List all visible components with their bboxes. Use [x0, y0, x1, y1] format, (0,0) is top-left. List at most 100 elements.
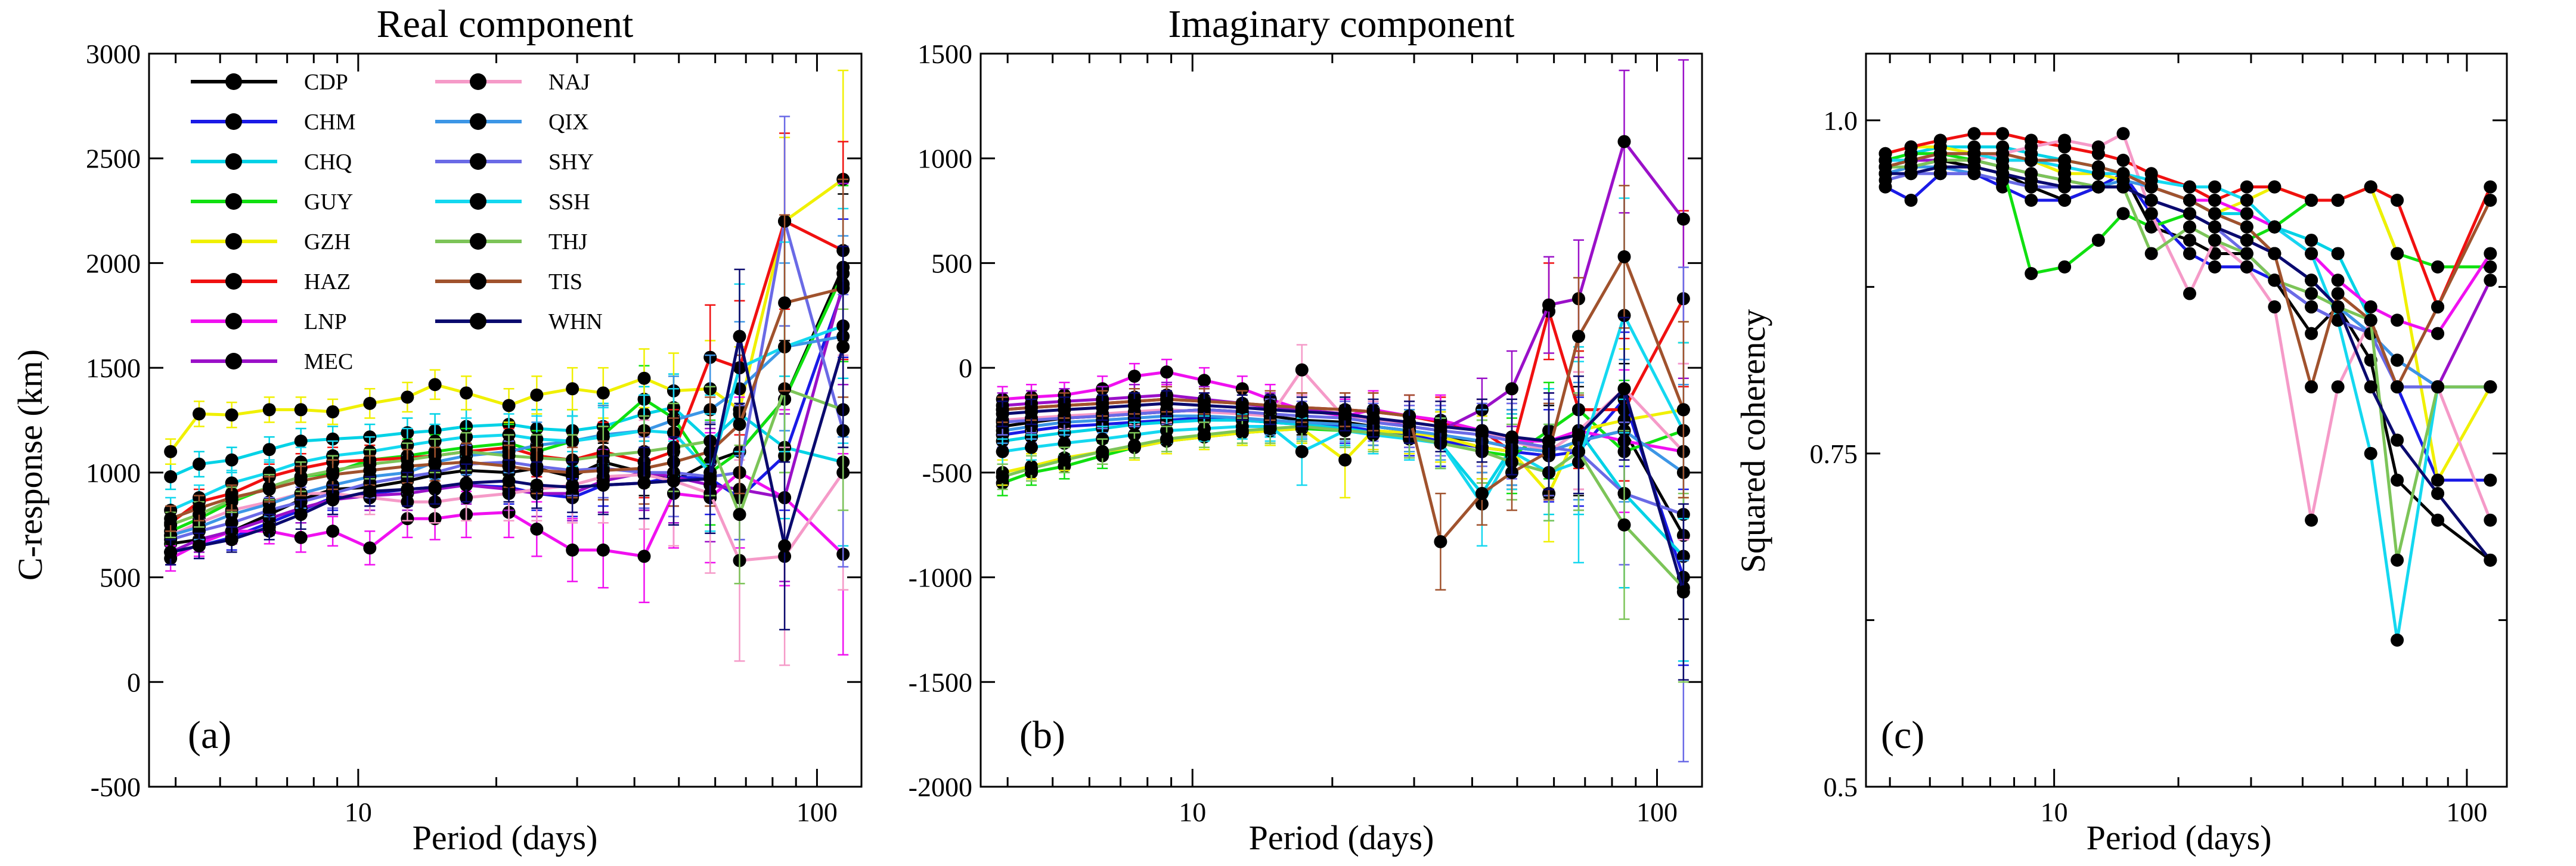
data-point-thj	[2305, 287, 2318, 300]
data-point-tis	[2240, 220, 2253, 234]
data-point-thj	[1127, 439, 1141, 452]
data-point-whn	[1295, 405, 1309, 418]
data-point-thj	[1617, 518, 1631, 532]
data-point-gzh	[596, 386, 610, 400]
data-point-naj	[2240, 260, 2253, 274]
data-point-lnp	[1197, 374, 1211, 387]
data-point-whn	[2183, 207, 2196, 221]
legend-marker-qix	[470, 113, 486, 130]
data-point-cdp	[2391, 473, 2404, 487]
y-tick-label-a: 3000	[86, 39, 141, 69]
y-tick-label-c: 0.5	[1824, 772, 1858, 802]
data-point-naj	[2183, 287, 2196, 300]
data-point-gzh	[192, 407, 206, 421]
data-point-chq	[2331, 247, 2345, 260]
data-point-tis	[2144, 180, 2158, 194]
data-point-whn	[530, 478, 544, 492]
data-point-whn	[460, 476, 473, 490]
data-point-mec	[1676, 212, 1690, 226]
data-point-whn	[2484, 553, 2497, 567]
data-point-whn	[1967, 160, 1981, 174]
data-point-whn	[2305, 274, 2318, 287]
data-point-whn	[1403, 415, 1416, 429]
data-point-whn	[2144, 194, 2158, 207]
data-point-lnp	[637, 550, 651, 563]
data-point-chq	[262, 443, 276, 457]
data-point-ssh	[262, 465, 276, 479]
data-point-whn	[1197, 399, 1211, 412]
data-point-whn	[1096, 401, 1109, 414]
data-point-whn	[1263, 403, 1277, 417]
data-point-whn	[1338, 407, 1352, 421]
data-point-haz	[2116, 153, 2130, 167]
panel-imaginary-component: Imaginary component Period (days) 10 100 -…	[909, 2, 1703, 857]
data-point-lnp	[1160, 365, 1174, 379]
data-point-whn	[2025, 173, 2038, 187]
data-point-whn	[2116, 180, 2130, 194]
legend-label-haz: HAZ	[304, 269, 351, 294]
data-point-ssh	[2391, 634, 2404, 647]
legend-marker-chq	[225, 153, 242, 170]
data-point-lnp	[2240, 207, 2253, 221]
x-tick-label-b: 10	[1179, 797, 1206, 827]
data-point-whn	[2391, 433, 2404, 447]
data-point-gzh	[363, 396, 377, 410]
data-point-gzh	[326, 405, 340, 418]
data-point-lnp	[1127, 370, 1141, 383]
data-point-guy	[2091, 234, 2105, 247]
data-point-thj	[2240, 247, 2253, 260]
data-point-shy	[192, 524, 206, 538]
data-point-chm	[2058, 194, 2072, 207]
data-point-whn	[733, 330, 746, 343]
xlabel-period-a: Period (days)	[413, 818, 598, 857]
x-tick-label-b: 100	[1636, 797, 1678, 827]
data-point-qix	[2391, 353, 2404, 367]
data-point-lnp	[363, 541, 377, 555]
data-point-whn	[192, 539, 206, 552]
data-point-chq	[294, 434, 308, 448]
data-point-tis	[1996, 147, 2010, 160]
data-point-thj	[1263, 422, 1277, 436]
y-tick-label-c: 0.75	[1810, 439, 1858, 469]
data-point-naj	[1295, 363, 1309, 377]
data-point-guy	[2025, 267, 2038, 280]
ylabel-squared-coherency: Squared coherency	[1734, 309, 1772, 573]
data-point-chq	[225, 453, 238, 467]
data-point-thj	[2431, 380, 2445, 394]
data-point-chm	[2025, 194, 2038, 207]
data-point-whn	[703, 472, 717, 486]
data-point-ssh	[2240, 194, 2253, 207]
data-point-haz	[2484, 180, 2497, 194]
data-point-whn	[596, 478, 610, 492]
xlabel-period-b: Period (days)	[1249, 818, 1434, 857]
data-point-tis	[1933, 147, 1947, 160]
y-tick-label-c: 1.0	[1824, 105, 1858, 136]
legend-marker-mec	[225, 353, 242, 370]
data-point-whn	[502, 474, 516, 488]
data-point-tis	[401, 460, 414, 473]
data-point-whn	[2268, 247, 2281, 260]
data-point-shy	[262, 504, 276, 517]
data-point-chq	[2305, 234, 2318, 247]
data-point-haz	[2268, 180, 2281, 194]
legend-label-lnp: LNP	[304, 309, 347, 334]
y-tick-label-b: 1000	[917, 144, 972, 174]
data-point-gzh	[401, 390, 414, 404]
data-point-ssh	[996, 445, 1009, 458]
data-point-naj	[2484, 513, 2497, 527]
data-point-thj	[733, 508, 746, 522]
legend-label-chm: CHM	[304, 110, 356, 135]
data-point-lnp	[566, 543, 579, 557]
legend-marker-shy	[470, 153, 486, 170]
data-point-whn	[1904, 167, 1918, 181]
legend-marker-haz	[225, 273, 242, 290]
y-tick-label-a: 500	[100, 563, 141, 593]
data-point-tis	[2208, 207, 2222, 221]
data-point-lnp	[2431, 327, 2445, 340]
data-point-lnp	[596, 543, 610, 557]
data-point-ssh	[1025, 440, 1039, 454]
data-point-whn	[836, 340, 850, 353]
y-tick-label-a: 2000	[86, 248, 141, 278]
data-point-whn	[778, 539, 792, 552]
data-point-shy	[225, 516, 238, 530]
